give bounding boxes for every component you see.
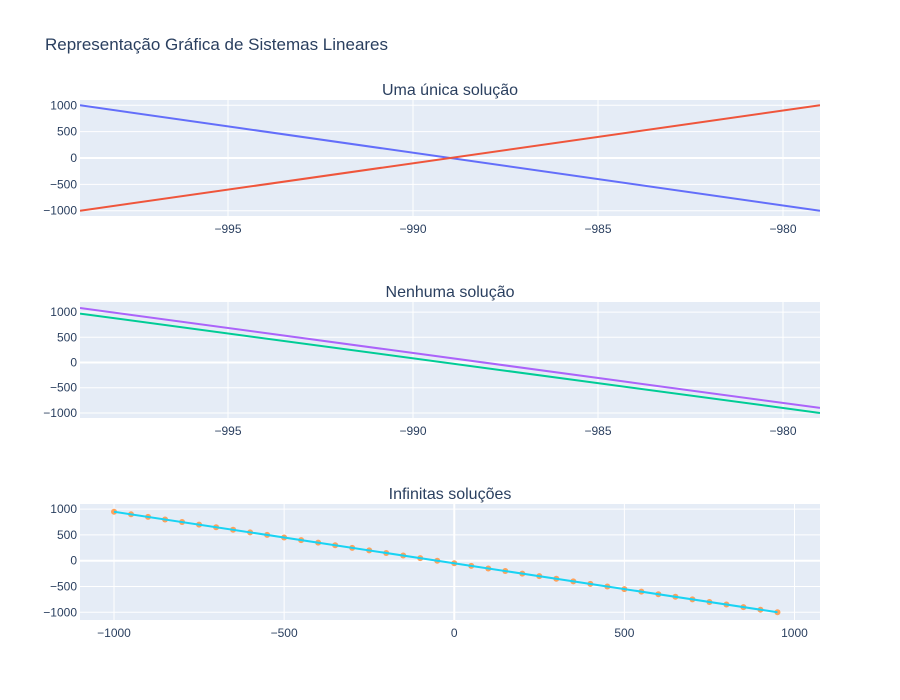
plot-area: [80, 302, 820, 418]
y-tick-label: 0: [70, 356, 77, 370]
y-tick-label: −1000: [43, 605, 77, 619]
chart-title: Representação Gráfica de Sistemas Linear…: [45, 35, 388, 54]
y-tick-label: −1000: [43, 204, 77, 218]
x-tick-label: 1000: [781, 626, 808, 640]
y-tick-label: 0: [70, 554, 77, 568]
series-line-2: [113, 510, 778, 614]
x-tick-label: −995: [214, 222, 241, 236]
series-line-2: [80, 104, 820, 212]
x-tick-label: −995: [214, 424, 241, 438]
y-tick-label: 0: [70, 151, 77, 165]
y-tick-label: 1000: [50, 305, 77, 319]
subplot-title: Uma única solução: [382, 82, 518, 99]
subplot-3: −1000 −500 0 500 1000 1000 500 0 −500 −1000 Infini…: [43, 486, 820, 640]
subplot-title: Infinitas soluções: [389, 486, 512, 503]
y-tick-label: −500: [50, 177, 77, 191]
x-tick-label: −500: [271, 626, 298, 640]
subplot-title: Nenhuma solução: [386, 284, 515, 301]
y-tick-label: −1000: [43, 406, 77, 420]
subplot-1: −995 −990 −985 −980 1000 500 0 −500 −1000 Uma úni…: [43, 82, 820, 236]
x-tick-label: 0: [451, 626, 458, 640]
y-tick-label: 1000: [50, 502, 77, 516]
y-tick-label: −500: [50, 381, 77, 395]
y-tick-label: −500: [50, 579, 77, 593]
x-tick-label: −990: [399, 424, 426, 438]
series-group: [80, 307, 820, 414]
x-tick-label: −985: [584, 424, 611, 438]
x-tick-label: −980: [769, 424, 796, 438]
subplot-2: −995 −990 −985 −980 1000 500 0 −500 −1000 Nenhuma…: [43, 284, 820, 438]
x-tick-label: −990: [399, 222, 426, 236]
y-tick-label: 500: [57, 330, 77, 344]
series-line-2: [80, 307, 820, 409]
x-tick-label: −980: [769, 222, 796, 236]
y-tick-label: 500: [57, 528, 77, 542]
series-group: [80, 104, 820, 212]
y-tick-label: 1000: [50, 98, 77, 112]
x-tick-label: −985: [584, 222, 611, 236]
x-tick-label: −1000: [97, 626, 131, 640]
x-tick-label: 500: [614, 626, 634, 640]
series-line-1: [80, 312, 820, 414]
series-group: [111, 508, 781, 616]
y-tick-label: 500: [57, 125, 77, 139]
